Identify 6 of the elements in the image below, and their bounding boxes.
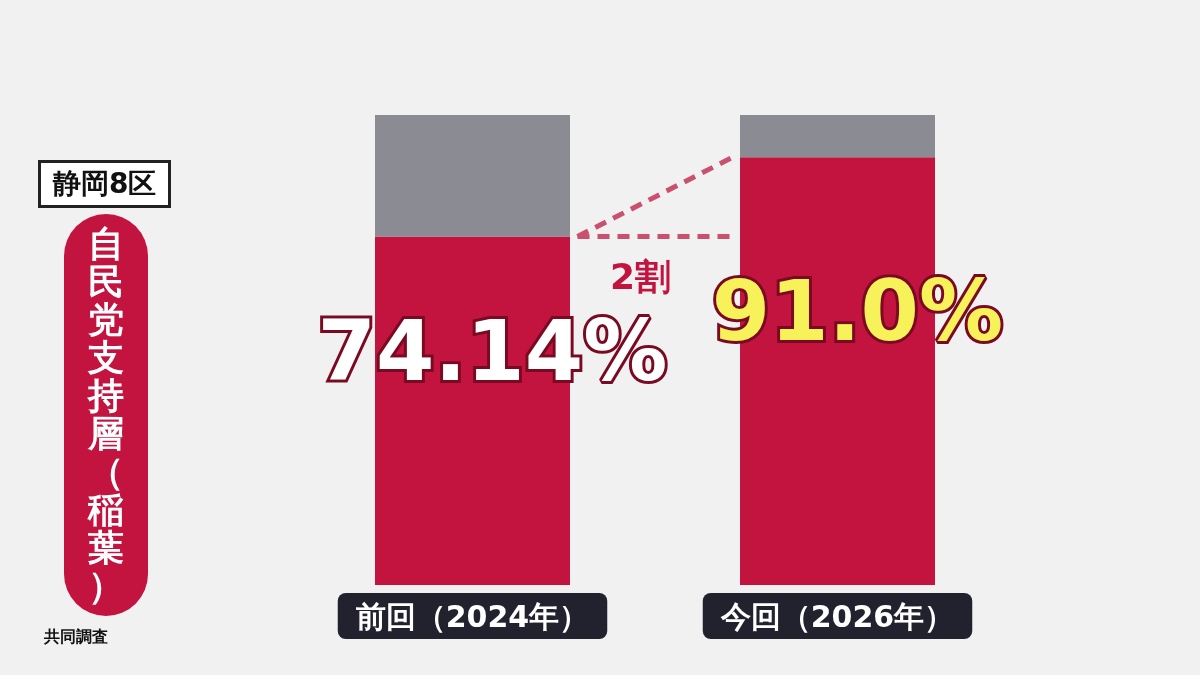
- x-tick-label: 今回（2026年）: [719, 598, 955, 634]
- text: 自民党支持層（稲葉）: [88, 223, 124, 606]
- x-tick-label: 前回（2024年）: [355, 598, 590, 634]
- text: 共同調査: [43, 626, 108, 646]
- text: 静岡8区: [38, 160, 172, 208]
- annotation: 2割: [610, 256, 672, 298]
